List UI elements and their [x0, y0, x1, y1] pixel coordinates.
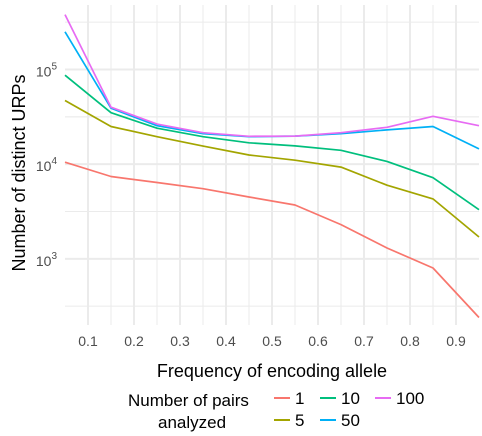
legend-label: 5 — [295, 411, 304, 430]
x-axis-ticks: 0.1 0.2 0.3 0.4 0.5 0.6 0.7 0.8 0.9 — [78, 333, 466, 349]
y-tick-label: 103 — [36, 251, 58, 269]
legend-keys: 1 5 10 50 100 — [274, 389, 424, 430]
x-tick-label: 0.3 — [170, 333, 190, 349]
legend-label: 1 — [295, 389, 304, 408]
x-tick-label: 0.8 — [400, 333, 420, 349]
series-line-1 — [64, 161, 480, 319]
legend-key-5: 5 — [274, 411, 304, 430]
legend: Number of pairs analyzed 1 5 10 50 100 — [128, 389, 424, 432]
x-tick-label: 0.4 — [216, 333, 236, 349]
legend-label: 100 — [396, 389, 424, 408]
x-tick-label: 0.7 — [354, 333, 374, 349]
series-line-5 — [64, 99, 480, 238]
x-axis-title: Frequency of encoding allele — [157, 361, 387, 381]
x-tick-label: 0.9 — [446, 333, 466, 349]
legend-label: 10 — [341, 389, 360, 408]
x-tick-label: 0.5 — [262, 333, 282, 349]
legend-key-50: 50 — [320, 411, 360, 430]
legend-label: 50 — [341, 411, 360, 430]
y-axis-ticks: 103 104 105 — [36, 61, 58, 268]
series-line-10 — [64, 74, 480, 211]
x-tick-label: 0.2 — [124, 333, 144, 349]
legend-title-line1: Number of pairs — [128, 391, 249, 410]
x-tick-label: 0.6 — [308, 333, 328, 349]
series-line-100 — [64, 14, 480, 138]
y-tick-label: 105 — [36, 61, 58, 79]
y-tick-label: 104 — [36, 156, 58, 174]
legend-key-1: 1 — [274, 389, 304, 408]
x-tick-label: 0.1 — [78, 333, 98, 349]
series-lines — [64, 14, 480, 319]
legend-title-line2: analyzed — [158, 413, 226, 432]
y-axis-title: Number of distinct URPs — [9, 74, 29, 271]
plot-panel — [65, 5, 479, 325]
legend-key-10: 10 — [320, 389, 360, 408]
legend-key-100: 100 — [375, 389, 424, 408]
